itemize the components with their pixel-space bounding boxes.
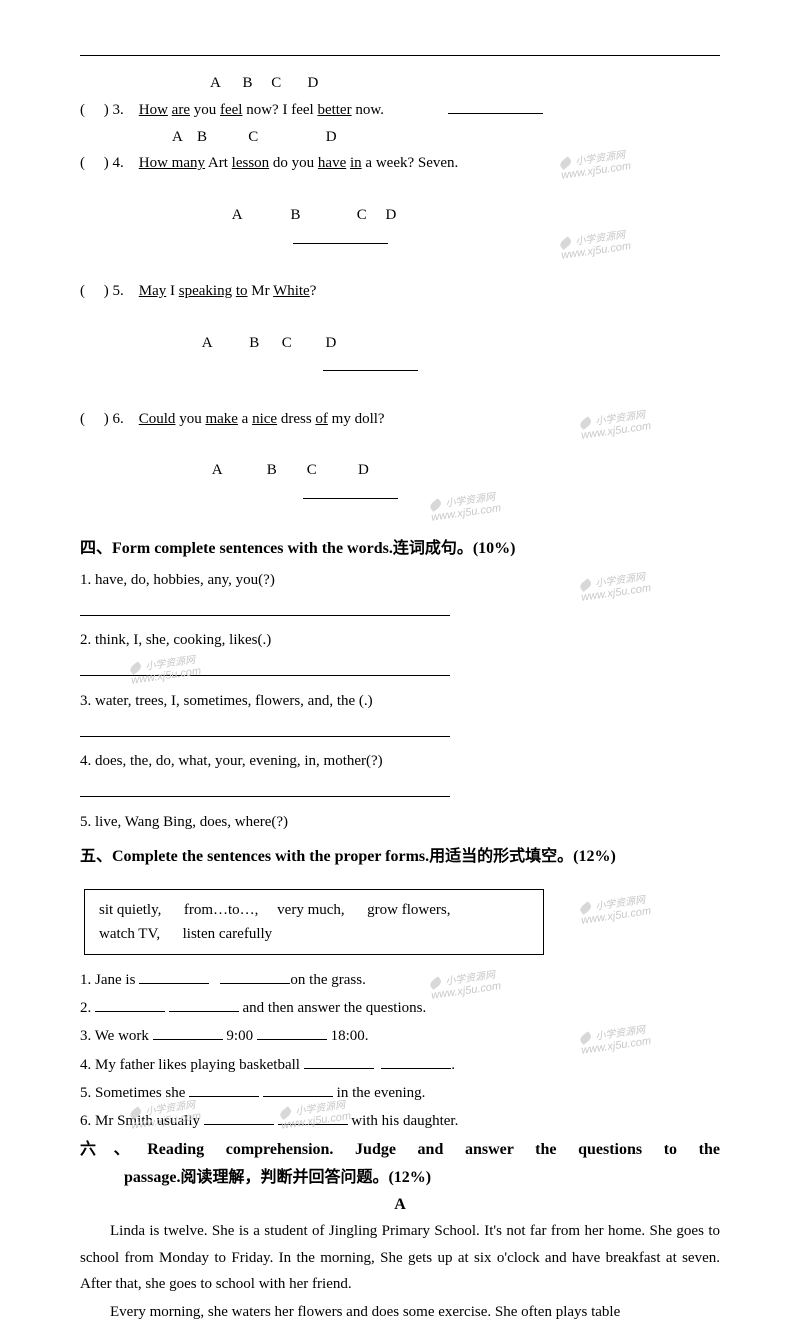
section-6-heading-line2: passage.阅读理解，判断并回答问题。(12%) xyxy=(124,1166,720,1190)
passage-a-para-1: Linda is twelve. She is a student of Jin… xyxy=(80,1218,720,1297)
s5-item-5: 5. Sometimes she in the evening. xyxy=(80,1080,720,1106)
question-6: ( ) 6. Could you make a nice dress of my… xyxy=(80,407,720,432)
wordbox-line-1: sit quietly, from…to…, very much, grow f… xyxy=(99,898,529,922)
question-5: ( ) 5. May I speaking to Mr White? xyxy=(80,279,720,304)
q4-underline-b: lesson xyxy=(232,155,270,171)
s5-item-2: 2. and then answer the questions. xyxy=(80,995,720,1021)
s4-item-5: 5. live, Wang Bing, does, where(?) xyxy=(80,809,720,835)
s4-item-1: 1. have, do, hobbies, any, you(?) xyxy=(80,567,720,593)
q3-underline-c: feel xyxy=(220,102,242,118)
q5-underline-c: to xyxy=(236,283,248,299)
section-4-list: 1. have, do, hobbies, any, you(?) 2. thi… xyxy=(80,567,720,835)
q3-underline-b: are xyxy=(172,102,190,118)
section-5-list: 1. Jane is on the grass. 2. and then ans… xyxy=(80,967,720,1135)
q4-prefix: ( ) 4. xyxy=(80,155,135,171)
s5-item-3: 3. We work 9:00 18:00. xyxy=(80,1023,720,1049)
question-4: ( ) 4. How many Art lesson do you have i… xyxy=(80,151,720,176)
label-row: A B C D xyxy=(80,71,720,96)
section-4-heading: 四、Form complete sentences with the words… xyxy=(80,537,720,561)
section-3-questions: A B C D ( ) 3. How are you feel now? I f… xyxy=(80,71,720,533)
s4-blank-4 xyxy=(80,776,720,806)
q3-labels: A B C D xyxy=(80,125,720,150)
s5-item-6: 6. Mr Smith usually with his daughter. xyxy=(80,1108,720,1134)
question-3: ( ) 3. How are you feel now? I feel bett… xyxy=(80,98,720,123)
s4-item-3: 3. water, trees, I, sometimes, flowers, … xyxy=(80,688,720,714)
q6-underline-a: Could xyxy=(139,411,176,427)
passage-a-para-2: Every morning, she waters her flowers an… xyxy=(80,1299,720,1325)
q6-labels: A B C D xyxy=(80,434,720,533)
q5-underline-d: White xyxy=(273,283,310,299)
q6-underline-c: nice xyxy=(252,411,277,427)
q5-labels: A B C D xyxy=(80,306,720,405)
q4-underline-c: have xyxy=(318,155,346,171)
q5-underline-b: speaking xyxy=(179,283,232,299)
word-box: sit quietly, from…to…, very much, grow f… xyxy=(84,889,544,955)
q6-prefix: ( ) 6. xyxy=(80,411,135,427)
q5-underline-a: May xyxy=(139,283,167,299)
s5-item-1: 1. Jane is on the grass. xyxy=(80,967,720,993)
s4-blank-1 xyxy=(80,595,720,625)
q3-answer-blank xyxy=(448,99,543,114)
s4-item-4: 4. does, the, do, what, your, evening, i… xyxy=(80,748,720,774)
q3-underline-a: How xyxy=(139,102,168,118)
wordbox-line-2: watch TV, listen carefully xyxy=(99,922,529,946)
worksheet-page: A B C D ( ) 3. How are you feel now? I f… xyxy=(80,55,720,1092)
s4-blank-3 xyxy=(80,716,720,746)
q3-prefix: ( ) 3. xyxy=(80,102,135,118)
q6-underline-b: make xyxy=(205,411,237,427)
q4-underline-a: How many xyxy=(139,155,205,171)
section-5-heading: 五、Complete the sentences with the proper… xyxy=(80,845,720,869)
section-6-heading-line1: 六、Reading comprehension. Judge and answe… xyxy=(80,1138,720,1162)
q4-underline-d: in xyxy=(350,155,362,171)
s4-item-2: 2. think, I, she, cooking, likes(.) xyxy=(80,627,720,653)
passage-title-a: A xyxy=(80,1196,720,1214)
s5-item-4: 4. My father likes playing basketball . xyxy=(80,1052,720,1078)
q4-answer-blank xyxy=(293,229,388,244)
q5-prefix: ( ) 5. xyxy=(80,283,135,299)
q6-answer-blank xyxy=(303,484,398,499)
q5-answer-blank xyxy=(323,356,418,371)
s4-blank-2 xyxy=(80,655,720,685)
q4-labels: A B C D xyxy=(80,178,720,277)
q3-underline-d: better xyxy=(317,102,351,118)
top-rule xyxy=(80,55,720,56)
q6-underline-d: of xyxy=(315,411,328,427)
